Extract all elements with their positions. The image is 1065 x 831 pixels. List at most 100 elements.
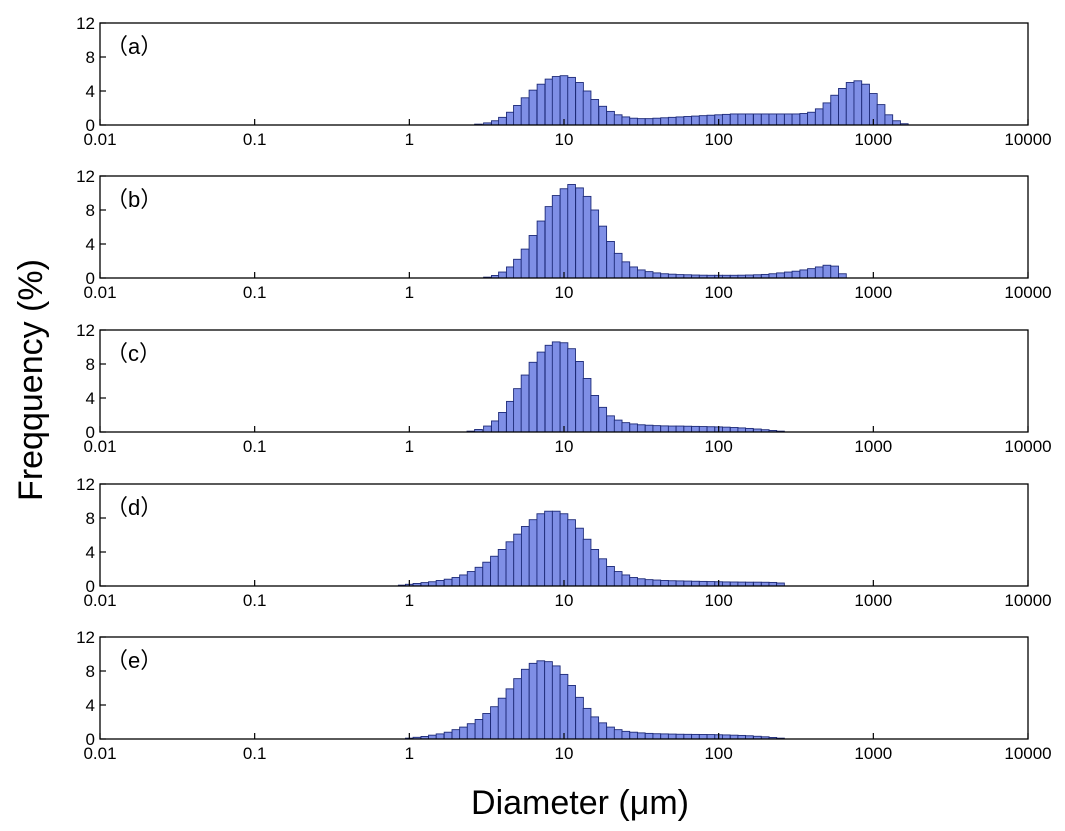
- bar: [706, 581, 716, 587]
- x-tick-label: 1000: [854, 437, 892, 456]
- bar: [497, 549, 507, 587]
- bar: [513, 388, 522, 433]
- x-tick-label: 0.01: [83, 130, 116, 149]
- y-tick-label: 8: [86, 48, 95, 67]
- bar: [737, 113, 747, 126]
- bar: [652, 579, 662, 587]
- x-tick-label: 10: [555, 130, 574, 149]
- x-tick-label: 1000: [854, 130, 892, 149]
- bar: [567, 348, 576, 433]
- bar: [520, 668, 530, 740]
- bar: [853, 80, 863, 126]
- x-tick-label: 10000: [1004, 591, 1051, 610]
- bar: [706, 734, 716, 740]
- x-tick-label: 1000: [854, 591, 892, 610]
- bar: [559, 342, 569, 433]
- bar: [559, 513, 569, 587]
- x-tick-label: 1: [405, 591, 414, 610]
- x-tick-label: 100: [704, 744, 732, 763]
- bar: [629, 577, 638, 587]
- x-tick-label: 0.1: [243, 591, 267, 610]
- bar: [830, 94, 839, 126]
- bar: [498, 271, 507, 279]
- y-tick-label: 12: [76, 321, 95, 340]
- bar: [721, 426, 731, 433]
- panel-label: （b）: [106, 187, 162, 212]
- x-tick-label: 0.01: [83, 437, 116, 456]
- x-tick-label: 1: [405, 744, 414, 763]
- bar: [520, 97, 530, 126]
- bar: [435, 733, 445, 740]
- bar: [644, 271, 654, 279]
- bar: [482, 561, 491, 587]
- bar: [491, 420, 500, 433]
- bar: [536, 660, 546, 740]
- bar: [575, 696, 584, 740]
- y-tick-label: 0: [86, 730, 95, 749]
- bar: [513, 533, 522, 587]
- bar: [520, 374, 530, 433]
- bar: [582, 378, 592, 433]
- panel-5: 0.01 0.1 1 10 100 1000 10000 0 4 8 12 （e）: [76, 628, 1052, 763]
- bar: [799, 113, 809, 126]
- bar: [606, 566, 615, 587]
- bar: [807, 268, 816, 279]
- x-tick-label: 10: [555, 437, 574, 456]
- bar: [636, 269, 646, 279]
- bar: [506, 266, 515, 279]
- bar: [652, 733, 662, 740]
- bar: [559, 673, 569, 740]
- bar: [675, 733, 685, 740]
- bar: [575, 82, 584, 126]
- bar: [613, 729, 623, 740]
- bar: [513, 258, 522, 279]
- bar: [598, 558, 608, 587]
- y-tick-label: 12: [76, 167, 95, 186]
- bar: [660, 117, 669, 126]
- bar: [544, 344, 554, 433]
- bar: [652, 117, 662, 126]
- bar: [783, 113, 793, 126]
- bar: [776, 272, 785, 279]
- x-tick-label: 0.01: [83, 744, 116, 763]
- bar: [590, 716, 600, 740]
- bar: [582, 538, 592, 587]
- bar: [536, 83, 546, 126]
- bar: [590, 549, 600, 587]
- bar: [513, 678, 522, 740]
- bar: [582, 707, 592, 740]
- bar: [459, 726, 468, 740]
- bar: [590, 99, 600, 126]
- y-tick-label: 0: [86, 269, 95, 288]
- y-tick-label: 8: [86, 662, 95, 681]
- bar: [528, 235, 538, 279]
- bar: [606, 415, 615, 433]
- bar: [520, 248, 530, 279]
- bar: [582, 90, 592, 126]
- bar: [652, 425, 662, 433]
- x-tick-label: 10: [555, 283, 574, 302]
- bar: [667, 425, 677, 433]
- bar: [551, 76, 561, 126]
- bar: [783, 271, 793, 279]
- bar: [636, 424, 646, 433]
- y-tick-label: 8: [86, 355, 95, 374]
- bar: [497, 697, 507, 740]
- bar: [776, 113, 785, 126]
- y-tick-label: 4: [86, 389, 95, 408]
- bar: [644, 118, 654, 126]
- x-tick-label: 0.1: [243, 437, 267, 456]
- bar: [459, 574, 468, 587]
- bar: [520, 526, 530, 587]
- bar: [660, 733, 669, 740]
- panel-1: 0.01 0.1 1 10 100 1000 10000 0 4 8 12 （a）: [76, 14, 1052, 149]
- bar: [443, 731, 453, 740]
- bar: [706, 114, 716, 126]
- bar: [729, 113, 739, 126]
- bar: [675, 116, 685, 126]
- y-tick-label: 12: [76, 14, 95, 33]
- x-tick-label: 0.1: [243, 283, 267, 302]
- bar: [675, 425, 685, 433]
- bar: [513, 104, 522, 126]
